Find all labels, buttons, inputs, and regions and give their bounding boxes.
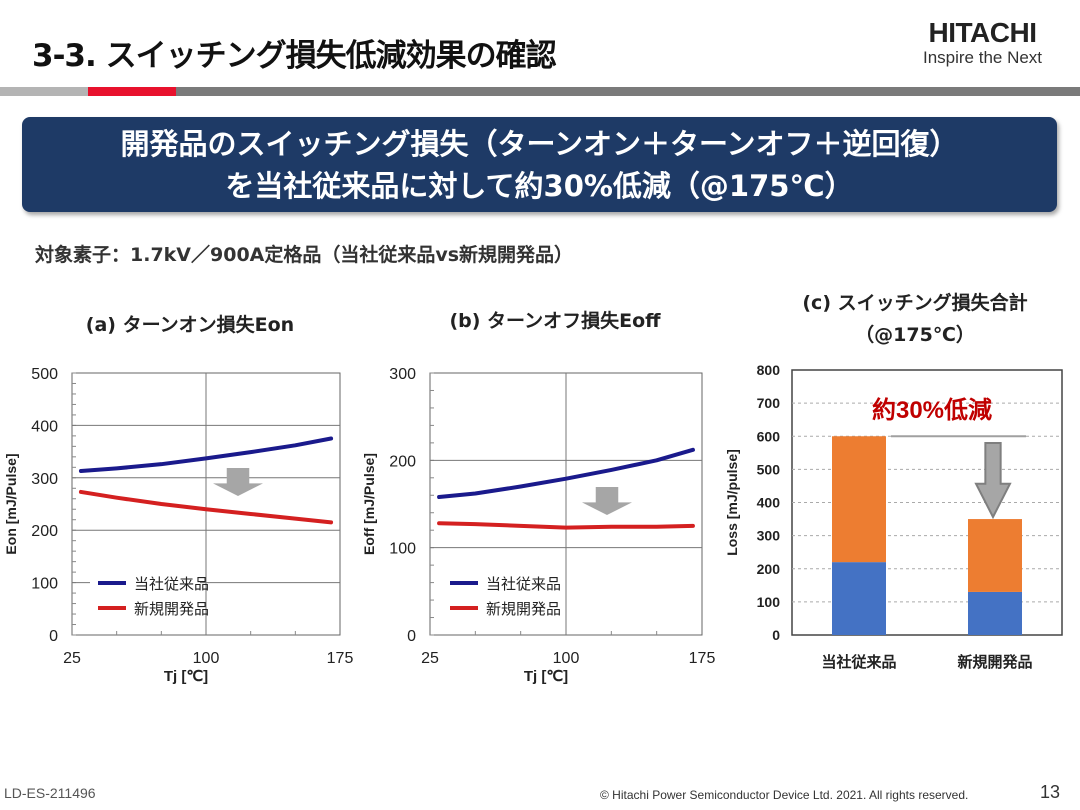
chart-b-legend-label: 当社従来品 bbox=[486, 576, 561, 593]
chart-c-y-tick-label: 300 bbox=[757, 528, 781, 544]
page-number: 13 bbox=[1040, 782, 1061, 802]
chart-c-title: (c) スイッチング損失合計 bbox=[802, 292, 1028, 314]
chart-b-down-arrow-icon bbox=[582, 487, 632, 515]
hitachi-logo: HITACHI Inspire the Next bbox=[905, 18, 1060, 68]
chart-c-y-tick-label: 500 bbox=[757, 461, 781, 477]
chart-b-y-tick-label: 100 bbox=[389, 541, 416, 558]
copyright-text: © Hitachi Power Semiconductor Device Ltd… bbox=[600, 788, 969, 802]
chart-c-y-tick-label: 700 bbox=[757, 395, 781, 411]
subject-device-text: 対象素子：1.7kV／900A定格品（当社従来品vs新規開発品） bbox=[35, 244, 574, 266]
chart-a-x-axis-label: Tj [℃] bbox=[164, 668, 208, 685]
chart-a-series-new-line bbox=[78, 489, 334, 525]
chart-c-y-tick-label: 100 bbox=[757, 594, 781, 610]
banner-line-2: を当社従来品に対して約30%低減（@175℃） bbox=[225, 169, 854, 203]
chart-c-y-tick-label: 800 bbox=[757, 362, 781, 378]
chart-a-legend-bg bbox=[90, 569, 200, 613]
banner-line-1: 開発品のスイッチング損失（ターンオン＋ターンオフ＋逆回復） bbox=[120, 127, 959, 161]
header-band-light bbox=[0, 87, 88, 96]
chart-a-legend-label: 当社従来品 bbox=[134, 576, 209, 593]
chart-c-y-tick-label: 200 bbox=[757, 561, 781, 577]
chart-a-x-tick-label: 25 bbox=[63, 650, 81, 667]
chart-a-y-tick-label: 500 bbox=[31, 366, 58, 383]
chart-c-bar-segment-upper bbox=[832, 436, 886, 563]
chart-c-bar-segment-lower bbox=[832, 562, 886, 635]
chart-a-y-axis-label: Eon [mJ/Pulse] bbox=[3, 453, 19, 554]
chart-c-y-tick-label: 600 bbox=[757, 428, 781, 444]
chart-a-y-tick-label: 0 bbox=[49, 628, 58, 645]
header-band-red bbox=[88, 87, 176, 96]
chart-b-y-tick-label: 200 bbox=[389, 453, 416, 470]
chart-b-x-tick-label: 100 bbox=[553, 650, 580, 667]
chart-a-y-tick-label: 100 bbox=[31, 576, 58, 593]
chart-b-legend-bg bbox=[442, 569, 552, 613]
chart-c-down-arrow-icon bbox=[974, 442, 1012, 520]
chart-a-x-tick-label: 100 bbox=[193, 650, 220, 667]
chart-b-title: (b) ターンオフ損失Eoff bbox=[449, 310, 661, 332]
logo-tagline: Inspire the Next bbox=[922, 48, 1043, 67]
chart-a-y-tick-label: 400 bbox=[31, 418, 58, 435]
chart-a-x-tick-label: 175 bbox=[327, 650, 354, 667]
chart-a-down-arrow-icon bbox=[213, 468, 263, 496]
chart-c-y-tick-label: 400 bbox=[757, 495, 781, 511]
chart-b-y-tick-label: 0 bbox=[407, 628, 416, 645]
header-band-dark bbox=[176, 87, 1080, 96]
chart-b-legend-label: 新規開発品 bbox=[486, 601, 561, 618]
chart-a-title: (a) ターンオン損失Eon bbox=[85, 314, 295, 336]
chart-c-y-axis-label: Loss [mJ/pulse] bbox=[724, 449, 740, 556]
chart-a-legend-label: 新規開発品 bbox=[134, 601, 209, 618]
chart-b-x-tick-label: 25 bbox=[421, 650, 439, 667]
slide-title: 3-3. スイッチング損失低減効果の確認 bbox=[32, 38, 557, 74]
chart-b-x-axis-label: Tj [℃] bbox=[524, 668, 568, 685]
chart-c-category-label: 当社従来品 bbox=[821, 653, 896, 671]
chart-c-y-tick-label: 0 bbox=[772, 627, 780, 643]
chart-b-series-new-line bbox=[437, 521, 695, 530]
chart-b-series-conventional-line bbox=[437, 447, 695, 500]
document-id: LD-ES-211496 bbox=[4, 785, 96, 801]
chart-c-bar-segment-upper bbox=[968, 519, 1022, 592]
logo-brand: HITACHI bbox=[928, 17, 1037, 48]
chart-b-x-tick-label: 175 bbox=[689, 650, 716, 667]
chart-a-series-conventional-line bbox=[78, 436, 334, 473]
chart-c-category-label: 新規開発品 bbox=[957, 653, 1032, 671]
chart-b-y-tick-label: 300 bbox=[389, 366, 416, 383]
summary-banner: 開発品のスイッチング損失（ターンオン＋ターンオフ＋逆回復） を当社従来品に対して… bbox=[22, 117, 1057, 212]
chart-a-y-tick-label: 300 bbox=[31, 471, 58, 488]
chart-c-annotation: 約30%低減 bbox=[872, 396, 992, 424]
chart-c-subtitle: （@175℃） bbox=[855, 324, 975, 346]
chart-b-y-axis-label: Eoff [mJ/Pulse] bbox=[361, 453, 377, 555]
chart-c-bar-segment-lower bbox=[968, 591, 1022, 635]
chart-a-y-tick-label: 200 bbox=[31, 523, 58, 540]
